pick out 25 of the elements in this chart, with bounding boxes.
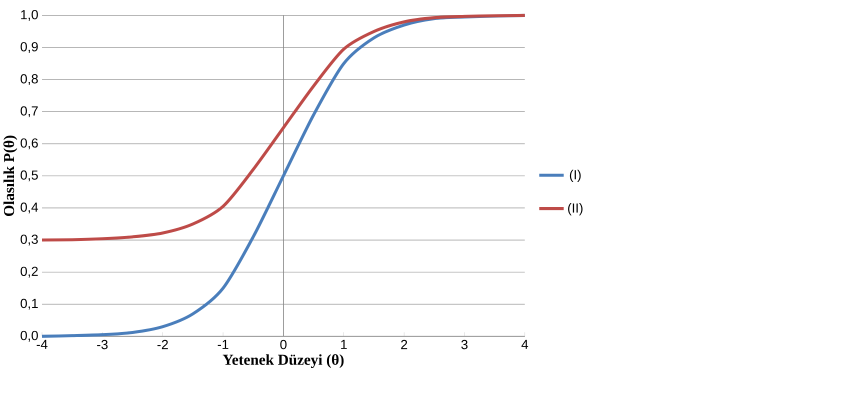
x-axis-title: Yetenek Düzeyi (θ) bbox=[222, 354, 344, 368]
y-tick-label: 0,9 bbox=[20, 42, 38, 54]
line-series bbox=[40, 14, 526, 242]
x-tick-label: 4 bbox=[521, 340, 528, 350]
x-tick-label: 1 bbox=[341, 340, 347, 350]
x-tick-label: 2 bbox=[401, 340, 408, 350]
y-axis-title: Olasılık P(θ) bbox=[3, 136, 18, 216]
y-tick-label: 1,0 bbox=[21, 10, 38, 21]
x-tick-label: 0 bbox=[280, 340, 287, 350]
x-tick-label: 3 bbox=[461, 340, 468, 350]
y-tick-label: 0,6 bbox=[20, 138, 38, 150]
y-tick-label: 0,7 bbox=[20, 106, 38, 118]
y-tick-label: 0,2 bbox=[20, 266, 38, 278]
y-tick-label: 0,3 bbox=[20, 234, 38, 246]
x-tick-label: -2 bbox=[157, 340, 168, 350]
y-tick-label: 0,8 bbox=[20, 74, 38, 86]
y-tick-label: 0,0 bbox=[20, 330, 38, 342]
x-tick-label: -3 bbox=[97, 340, 108, 350]
x-tick-label: -4 bbox=[36, 340, 48, 350]
legend-label: (II) bbox=[568, 203, 583, 216]
y-tick-label: 0,1 bbox=[20, 298, 38, 310]
y-tick-label: 0,4 bbox=[20, 202, 38, 214]
y-tick-label: 0,5 bbox=[20, 170, 38, 182]
legend-label: (I) bbox=[570, 170, 581, 182]
x-tick-label: -1 bbox=[218, 340, 228, 350]
